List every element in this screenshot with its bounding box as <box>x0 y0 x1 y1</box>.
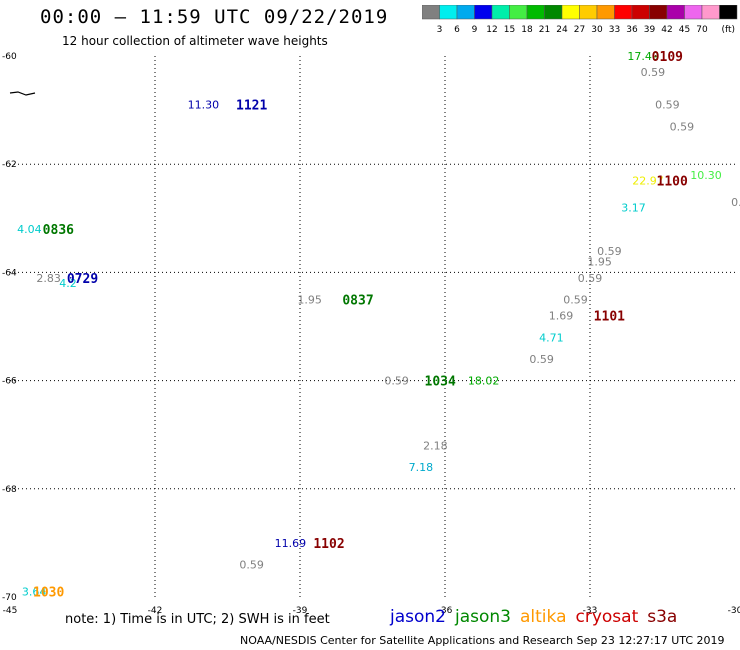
color-swatch <box>491 5 510 20</box>
color-swatch <box>526 5 545 20</box>
wave-height-point: 0.59 <box>670 120 695 133</box>
y-tick-label: -60 <box>2 52 17 62</box>
wave-height-point: 0.59 <box>384 375 409 388</box>
pass-time-label: 1101 <box>594 310 625 325</box>
wave-height-point: 3.64 <box>22 586 47 599</box>
color-scale-tick: 36 <box>626 25 638 35</box>
color-swatch <box>544 5 563 20</box>
wave-height-point: 0.59 <box>563 293 588 306</box>
color-swatch <box>456 5 475 20</box>
wave-height-point: 0.5 <box>731 196 740 209</box>
pass-time-label: 1100 <box>657 174 688 189</box>
wave-height-point: 0.59 <box>239 559 264 572</box>
pass-time-label: 1030 <box>33 586 64 601</box>
color-scale-tick: 3 <box>437 25 443 35</box>
wave-height-point: 0.59 <box>641 66 666 79</box>
y-tick-label: -70 <box>2 593 17 603</box>
color-scale-unit: (ft) <box>721 25 735 35</box>
pass-time-label: 0109 <box>652 50 683 65</box>
wave-height-point: 7.18 <box>409 461 434 474</box>
pass-time-label: 0837 <box>342 293 373 308</box>
color-scale-tick: 21 <box>539 25 550 35</box>
color-swatch <box>631 5 650 20</box>
color-scale-tick: 12 <box>486 25 497 35</box>
color-swatch <box>719 5 738 20</box>
color-swatch <box>684 5 703 20</box>
color-swatch <box>474 5 493 20</box>
wave-height-point: 0.59 <box>655 99 680 112</box>
wave-height-point: 11.69 <box>275 537 307 550</box>
x-tick-label: -30 <box>728 606 740 616</box>
wave-height-point: 18.02 <box>468 375 500 388</box>
wave-height-point: 17.49 <box>627 50 659 63</box>
color-scale-tick: 6 <box>454 25 460 35</box>
color-swatch <box>649 5 668 20</box>
color-scale-tick: 24 <box>556 25 568 35</box>
wave-height-point: 22.97 <box>632 174 664 187</box>
color-scale-tick: 33 <box>609 25 620 35</box>
color-swatch <box>701 5 720 20</box>
color-scale-tick: 30 <box>591 25 603 35</box>
color-scale-legend: 3 6 9 12 15 18 21 24 27 30 33 36 39 42 45 70 (ft) <box>422 5 738 35</box>
color-swatch <box>596 5 615 20</box>
color-scale-tick: 70 <box>696 25 708 35</box>
color-swatch <box>614 5 633 20</box>
credit-line: NOAA/NESDIS Center for Satellite Applica… <box>240 634 725 647</box>
satellite-name: cryosat <box>575 607 639 627</box>
chart-title: 00:00 – 11:59 UTC 09/22/2019 <box>40 6 389 28</box>
x-tick-label: -42 <box>148 606 163 616</box>
x-tick-label: -33 <box>583 606 598 616</box>
units-note: note: 1) Time is in UTC; 2) SWH is in fe… <box>65 612 330 627</box>
wave-height-point: 2.83 <box>36 272 61 285</box>
chart-subtitle: 12 hour collection of altimeter wave hei… <box>62 34 328 48</box>
x-tick-label: -45 <box>3 606 18 616</box>
color-swatch <box>509 5 528 20</box>
y-tick-label: -64 <box>2 268 17 278</box>
island-coastline <box>9 91 36 96</box>
color-swatch <box>561 5 580 20</box>
pass-time-label: 0836 <box>43 223 74 238</box>
color-scale-tick: 27 <box>574 25 585 35</box>
x-tick-label: -39 <box>293 606 308 616</box>
y-tick-label: -66 <box>2 377 17 387</box>
color-swatch <box>666 5 685 20</box>
wave-height-point: 1.69 <box>549 310 574 323</box>
satellite-name: jason3 <box>455 607 511 627</box>
pass-time-label: 1034 <box>425 375 456 390</box>
wave-height-point: 0.59 <box>578 272 603 285</box>
pass-time-label: 1102 <box>313 537 344 552</box>
pass-time-label: 1121 <box>236 99 267 114</box>
wave-height-point: 0.59 <box>529 353 554 366</box>
wave-height-point: 4.04 <box>17 223 42 236</box>
wave-height-point: 10.30 <box>690 169 722 182</box>
pass-time-label: 0729 <box>67 272 98 287</box>
color-scale-tick: 39 <box>644 25 656 35</box>
x-tick-label: -36 <box>438 606 453 616</box>
color-scale-tick: 45 <box>679 25 690 35</box>
satellite-name: s3a <box>647 607 678 627</box>
satellite-name: jason2 <box>390 607 446 627</box>
color-scale-tick: 15 <box>504 25 515 35</box>
color-scale-tick: 18 <box>521 25 533 35</box>
color-swatch <box>422 5 440 20</box>
wave-height-point: 4.71 <box>539 331 564 344</box>
y-tick-label: -62 <box>2 160 17 170</box>
wave-height-point: 3.17 <box>621 201 646 214</box>
color-swatch <box>439 5 458 20</box>
y-tick-label: -68 <box>2 485 17 495</box>
wave-height-point: 1.95 <box>297 293 322 306</box>
color-scale-tick: 42 <box>661 25 672 35</box>
wave-height-point: 0.59 <box>597 245 622 258</box>
satellite-legend: jason2 jason3 altika cryosat s3a <box>390 607 686 627</box>
wave-height-point: 11.30 <box>188 99 220 112</box>
color-swatch <box>579 5 598 20</box>
satellite-name: altika <box>520 607 567 627</box>
wave-height-point: 2.18 <box>423 440 448 453</box>
wave-height-point: 1.95 <box>587 256 612 269</box>
wave-height-point: 4.2 <box>59 277 77 290</box>
color-scale-tick: 9 <box>472 25 478 35</box>
